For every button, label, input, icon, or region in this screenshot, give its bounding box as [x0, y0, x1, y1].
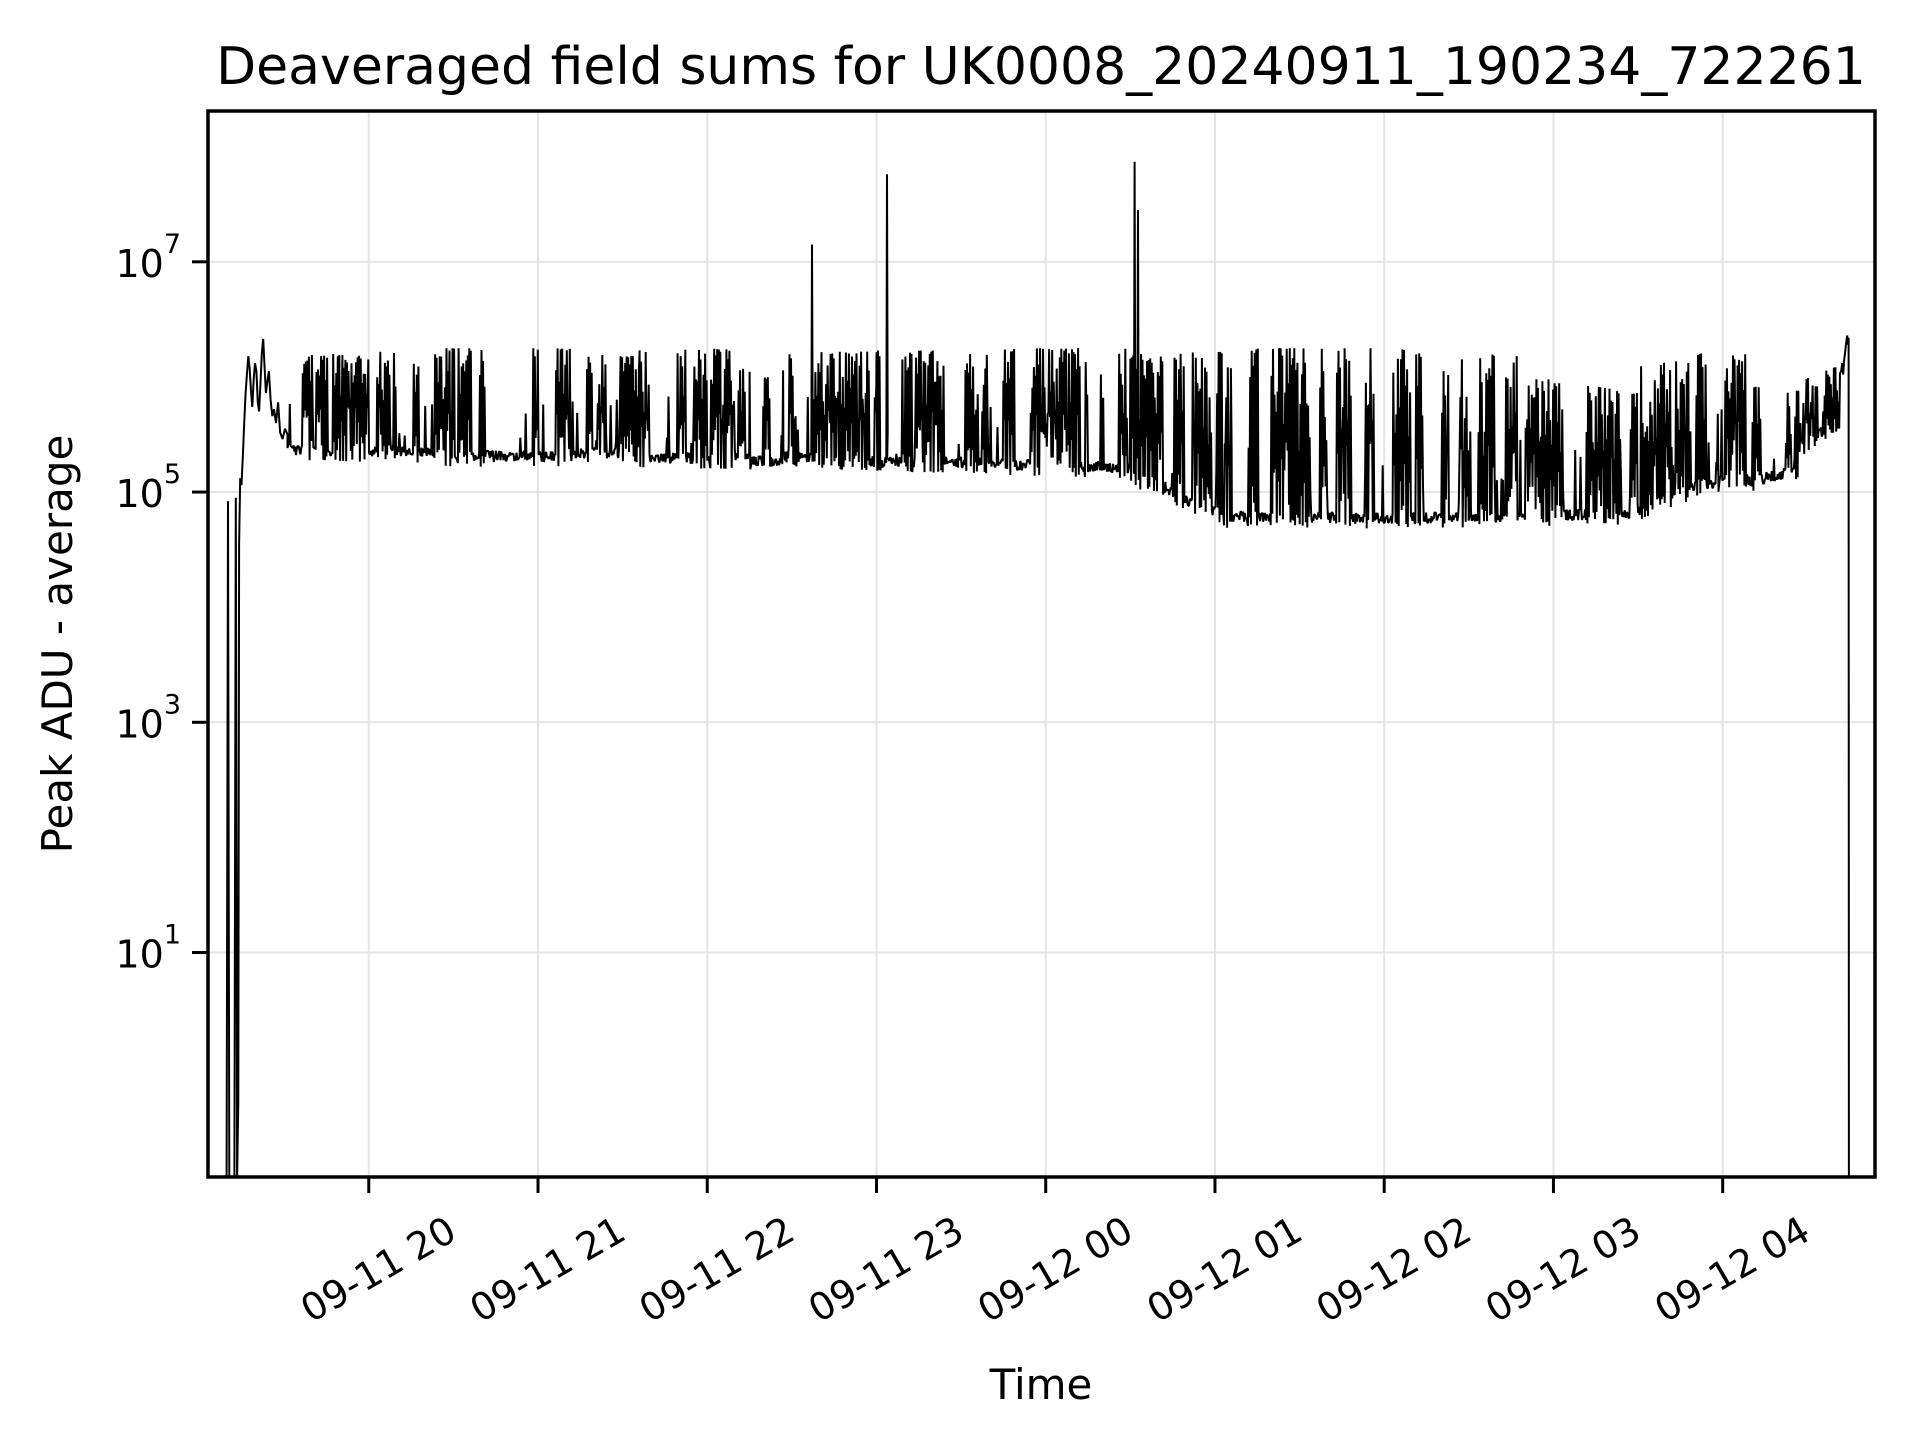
y-tick-label: 101 — [115, 920, 181, 977]
x-tick-label: 09-12 02 — [1309, 1208, 1479, 1332]
tick-marks — [192, 260, 1725, 1193]
y-tick-labels: 107 105 103 101 — [115, 229, 181, 977]
axes-frame — [206, 109, 1877, 1179]
plot-title: Deaveraged field sums for UK0008_2024091… — [216, 37, 1866, 97]
y-axis-label: Peak ADU - average — [33, 435, 82, 854]
data-line — [225, 161, 1850, 1177]
x-tick-labels: 09-11 20 09-11 21 09-11 22 09-11 23 09-12 00… — [293, 1208, 1817, 1332]
y-tick-label: 107 — [115, 229, 181, 286]
x-tick-label: 09-11 20 — [293, 1208, 463, 1332]
x-tick-label: 09-12 01 — [1140, 1208, 1310, 1332]
x-tick-label: 09-11 23 — [801, 1208, 971, 1332]
y-tick-label: 103 — [115, 689, 181, 746]
y-tick-label: 105 — [115, 459, 181, 516]
x-tick-label: 09-12 03 — [1478, 1208, 1648, 1332]
x-tick-label: 09-11 21 — [463, 1208, 633, 1332]
x-tick-label: 09-12 04 — [1647, 1208, 1817, 1332]
grid-lines — [208, 111, 1875, 1177]
x-axis-label: Time — [989, 1360, 1093, 1409]
x-tick-label: 09-12 00 — [970, 1208, 1140, 1332]
x-tick-label: 09-11 22 — [632, 1208, 802, 1332]
